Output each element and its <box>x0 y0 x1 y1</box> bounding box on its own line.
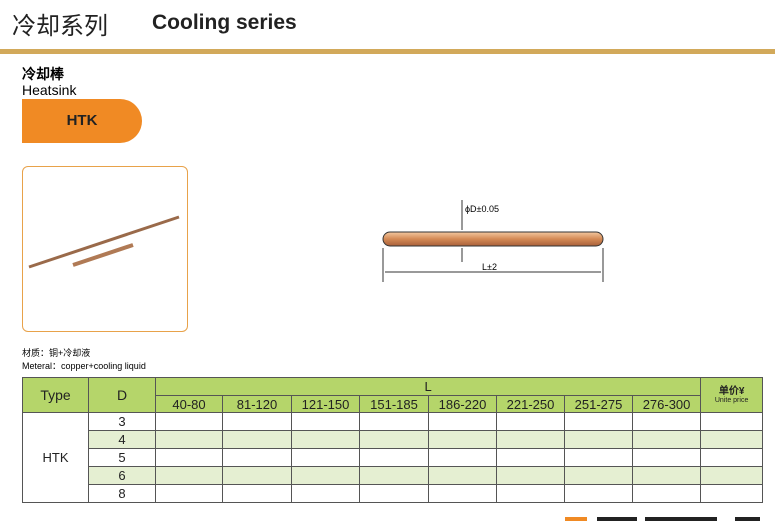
data-row: 6 <box>23 466 764 485</box>
range-cell: 221-250 <box>496 395 565 413</box>
empty-cell <box>291 466 360 485</box>
product-en: Heatsink <box>22 82 77 98</box>
empty-cell <box>428 484 497 503</box>
spec-table: Type D L 单价¥ Unite price 40-80 81-120 121-150 15… <box>22 377 764 503</box>
d-cell: 4 <box>88 430 156 449</box>
range-cell: 40-80 <box>155 395 223 413</box>
product-cn: 冷却棒 <box>22 66 64 82</box>
material-en: Meteral：copper+cooling liquid <box>22 361 146 371</box>
rod-shape <box>382 231 604 247</box>
empty-cell <box>359 448 429 467</box>
data-row: 8 <box>23 484 764 503</box>
empty-cell <box>564 466 633 485</box>
rod <box>72 243 134 267</box>
d-cell: 3 <box>88 412 156 431</box>
header-cell: L <box>154 377 702 396</box>
rod-drawing: ϕD±0.05 L±2 <box>382 200 604 282</box>
empty-cell <box>359 430 429 449</box>
empty-cell <box>155 466 223 485</box>
rod <box>28 215 180 269</box>
range-cell: 186-220 <box>428 395 497 413</box>
empty-cell <box>155 430 223 449</box>
d-cell: 5 <box>88 448 156 467</box>
empty-cell <box>564 484 633 503</box>
length-label: L±2 <box>482 262 497 272</box>
type-cell: HTK <box>22 412 89 503</box>
empty-cell <box>222 484 292 503</box>
empty-cell <box>496 448 565 467</box>
empty-cell <box>222 466 292 485</box>
header-row: 40-80 81-120 121-150 151-185 186-220 221-250 2… <box>22 395 763 413</box>
empty-cell <box>631 430 702 449</box>
footer-mark <box>645 517 717 521</box>
price-en: Unite price <box>714 396 749 404</box>
data-row: HTK 3 <box>22 412 764 503</box>
header-cell: Type <box>22 377 89 413</box>
empty-cell <box>496 412 565 431</box>
footer-mark <box>565 517 587 521</box>
empty-cell <box>700 448 764 467</box>
empty-cell <box>564 430 633 449</box>
title-cn: 冷却系列 <box>12 13 108 40</box>
header-cell: D <box>88 377 156 413</box>
photo-frame <box>22 166 188 332</box>
empty-cell <box>428 430 497 449</box>
empty-cell <box>700 412 764 431</box>
empty-cell <box>155 448 223 467</box>
empty-cell <box>359 412 429 431</box>
range-cell: 151-185 <box>359 395 429 413</box>
data-row: 5 <box>23 448 764 467</box>
diameter-label: ϕD±0.05 <box>465 204 499 214</box>
empty-cell <box>496 466 565 485</box>
empty-cell <box>291 430 360 449</box>
empty-cell <box>155 484 223 503</box>
material-cn: 材质：铜+冷却液 <box>22 348 91 358</box>
empty-cell <box>428 448 497 467</box>
empty-cell <box>359 484 429 503</box>
footer-mark <box>597 517 637 521</box>
empty-cell <box>222 430 292 449</box>
empty-cell <box>291 412 360 431</box>
empty-cell <box>222 412 292 431</box>
empty-cell <box>631 484 702 503</box>
data-row: 4 <box>23 430 764 449</box>
empty-cell <box>359 466 429 485</box>
d-cell: 8 <box>88 484 156 503</box>
footer-mark <box>735 517 760 521</box>
header-row: Type D L 单价¥ Unite price <box>22 377 764 413</box>
empty-cell <box>291 484 360 503</box>
empty-cell <box>631 412 702 431</box>
rod-photo <box>28 215 180 269</box>
header-cell: 单价¥ Unite price <box>700 377 764 413</box>
empty-cell <box>700 466 764 485</box>
empty-cell <box>700 484 764 503</box>
empty-cell <box>496 430 565 449</box>
header-rule <box>0 49 775 54</box>
product-code: HTK <box>22 99 142 143</box>
empty-cell <box>222 448 292 467</box>
price-cn: 单价¥ <box>718 385 745 397</box>
empty-cell <box>700 430 764 449</box>
empty-cell <box>155 412 223 431</box>
empty-cell <box>291 448 360 467</box>
range-cell: 276-300 <box>631 395 702 413</box>
empty-cell <box>631 448 702 467</box>
range-cell: 81-120 <box>222 395 292 413</box>
title-en: Cooling series <box>152 11 297 34</box>
empty-cell <box>564 412 633 431</box>
d-cell: 6 <box>88 466 156 485</box>
empty-cell <box>428 412 497 431</box>
range-cell: 251-275 <box>564 395 633 413</box>
empty-cell <box>631 466 702 485</box>
empty-cell <box>496 484 565 503</box>
empty-cell <box>428 466 497 485</box>
empty-cell <box>564 448 633 467</box>
range-cell: 121-150 <box>291 395 360 413</box>
